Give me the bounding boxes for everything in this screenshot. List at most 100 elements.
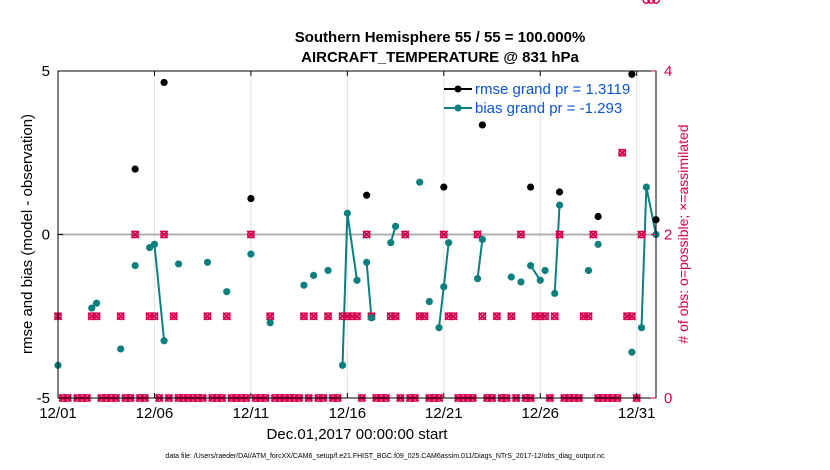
legend-rmse-label: rmse grand pr = 1.3119 <box>475 81 630 98</box>
rmse-point <box>131 165 139 173</box>
obs-assimilated-marker <box>550 311 560 321</box>
obs-possible-marker <box>87 312 96 321</box>
bias-segment <box>437 286 445 328</box>
obs-possible-marker <box>531 312 540 321</box>
bias-point <box>584 266 593 275</box>
obs-possible-marker <box>478 312 487 321</box>
y-axis-label: rmse and bias (model - observation) <box>19 114 36 354</box>
bias-point <box>642 183 650 191</box>
bias-point <box>541 266 549 275</box>
obs-possible-marker <box>618 148 627 157</box>
obs-possible-marker <box>116 312 125 321</box>
obs-assimilated-marker <box>299 311 309 321</box>
bias-series-lines <box>149 186 657 366</box>
obs-assimilated-marker <box>203 311 212 321</box>
x-axis-label: Dec.01,2017 00:00:00 start <box>267 426 449 443</box>
obs-possible-marker <box>420 312 429 321</box>
bias-point <box>247 250 255 258</box>
bias-point <box>92 299 101 307</box>
obs-possible-marker <box>150 312 159 321</box>
bias-point <box>478 235 486 244</box>
obs-assimilated-marker <box>449 311 458 321</box>
obs-assimilated-marker <box>352 311 362 321</box>
bias-point <box>594 240 602 248</box>
obs-assimilated-marker <box>540 311 550 321</box>
x-tick-label: 12/21 <box>425 405 463 422</box>
obs-assimilated-marker <box>309 311 318 321</box>
bias-segment <box>341 213 349 366</box>
bias-point <box>527 261 535 270</box>
bias-point <box>117 345 125 353</box>
bias-point <box>160 337 168 345</box>
obs-assimilated-marker <box>627 311 637 321</box>
bias-point <box>343 209 351 217</box>
legend: rmse grand pr = 1.3119 bias grand pr = -… <box>444 81 630 117</box>
obs-assimilated-marker <box>478 311 487 321</box>
bias-segment <box>442 242 450 287</box>
obs-possible-marker <box>160 230 169 239</box>
rmse-point <box>247 194 255 203</box>
obs-possible-marker <box>309 312 318 321</box>
chart-title: Southern Hemisphere 55 / 55 = 100.000% <box>295 29 586 46</box>
obs-assimilated-marker <box>439 230 449 239</box>
x-axis-ticks: 12/01 12/06 12/11 12/16 12/21 12/26 12/31 <box>39 71 655 422</box>
obs-possible-marker <box>338 312 347 321</box>
obs-assimilated-marker <box>169 311 179 321</box>
obs-possible-marker <box>584 312 593 321</box>
x-tick-label: 12/26 <box>521 405 559 422</box>
bias-segment <box>553 205 561 294</box>
bias-point <box>266 319 274 327</box>
obs-assimilated-marker <box>516 230 526 239</box>
obs-assimilated-marker <box>588 230 598 239</box>
obs-possible-marker <box>647 0 656 4</box>
obs-possible-marker <box>391 312 400 321</box>
bias-point <box>637 324 646 332</box>
y-right-tick-label: 0 <box>664 390 672 407</box>
obs-possible-marker <box>536 312 545 321</box>
bias-point <box>353 276 361 284</box>
obs-possible-marker <box>145 312 154 321</box>
bias-point <box>367 314 376 322</box>
rmse-point <box>160 78 168 87</box>
obs-possible-marker <box>507 312 516 321</box>
y-tick-label: -5 <box>37 390 50 407</box>
obs-possible-marker <box>348 312 357 321</box>
obs-possible-marker <box>169 312 178 321</box>
obs-assimilated-marker <box>323 311 333 321</box>
bias-segment <box>476 239 484 279</box>
bias-point <box>150 240 159 248</box>
obs-possible-marker <box>343 312 352 321</box>
y-right-axis-ticks: 0 2 4 <box>651 63 672 407</box>
bias-point <box>517 278 525 286</box>
obs-possible-marker <box>623 312 632 321</box>
rmse-point <box>440 183 448 191</box>
y-tick-label: 0 <box>42 227 50 244</box>
bias-segment <box>346 213 358 281</box>
obs-possible-marker <box>550 312 559 321</box>
obs-assimilated-marker <box>246 230 256 239</box>
obs-assimilated-marker <box>400 230 410 239</box>
obs-possible-marker <box>386 312 395 321</box>
bias-point <box>473 275 482 283</box>
obs-possible-marker <box>246 230 255 239</box>
obs-possible-marker <box>324 312 333 321</box>
obs-possible-marker <box>642 0 651 4</box>
obs-possible-marker <box>652 0 660 4</box>
bias-point <box>338 361 347 369</box>
x-tick-label: 12/11 <box>233 405 269 422</box>
obs-possible-marker <box>222 312 231 321</box>
rmse-point <box>527 183 535 191</box>
bias-series <box>54 178 660 369</box>
bias-point <box>131 261 139 270</box>
obs-possible-marker <box>589 230 598 239</box>
bias-point <box>300 281 308 289</box>
obs-assimilated-marker <box>555 230 564 239</box>
x-tick-label: 12/06 <box>136 405 174 422</box>
bias-point <box>425 297 433 306</box>
bias-point <box>324 266 332 275</box>
obs-assimilated-marker <box>391 311 400 321</box>
bias-point <box>88 304 96 312</box>
y-right-tick-label: 2 <box>664 227 672 244</box>
y-right-axis-label: # of obs: o=possible; ×=assimilated <box>675 124 691 343</box>
obs-assimilated-marker <box>362 230 371 239</box>
